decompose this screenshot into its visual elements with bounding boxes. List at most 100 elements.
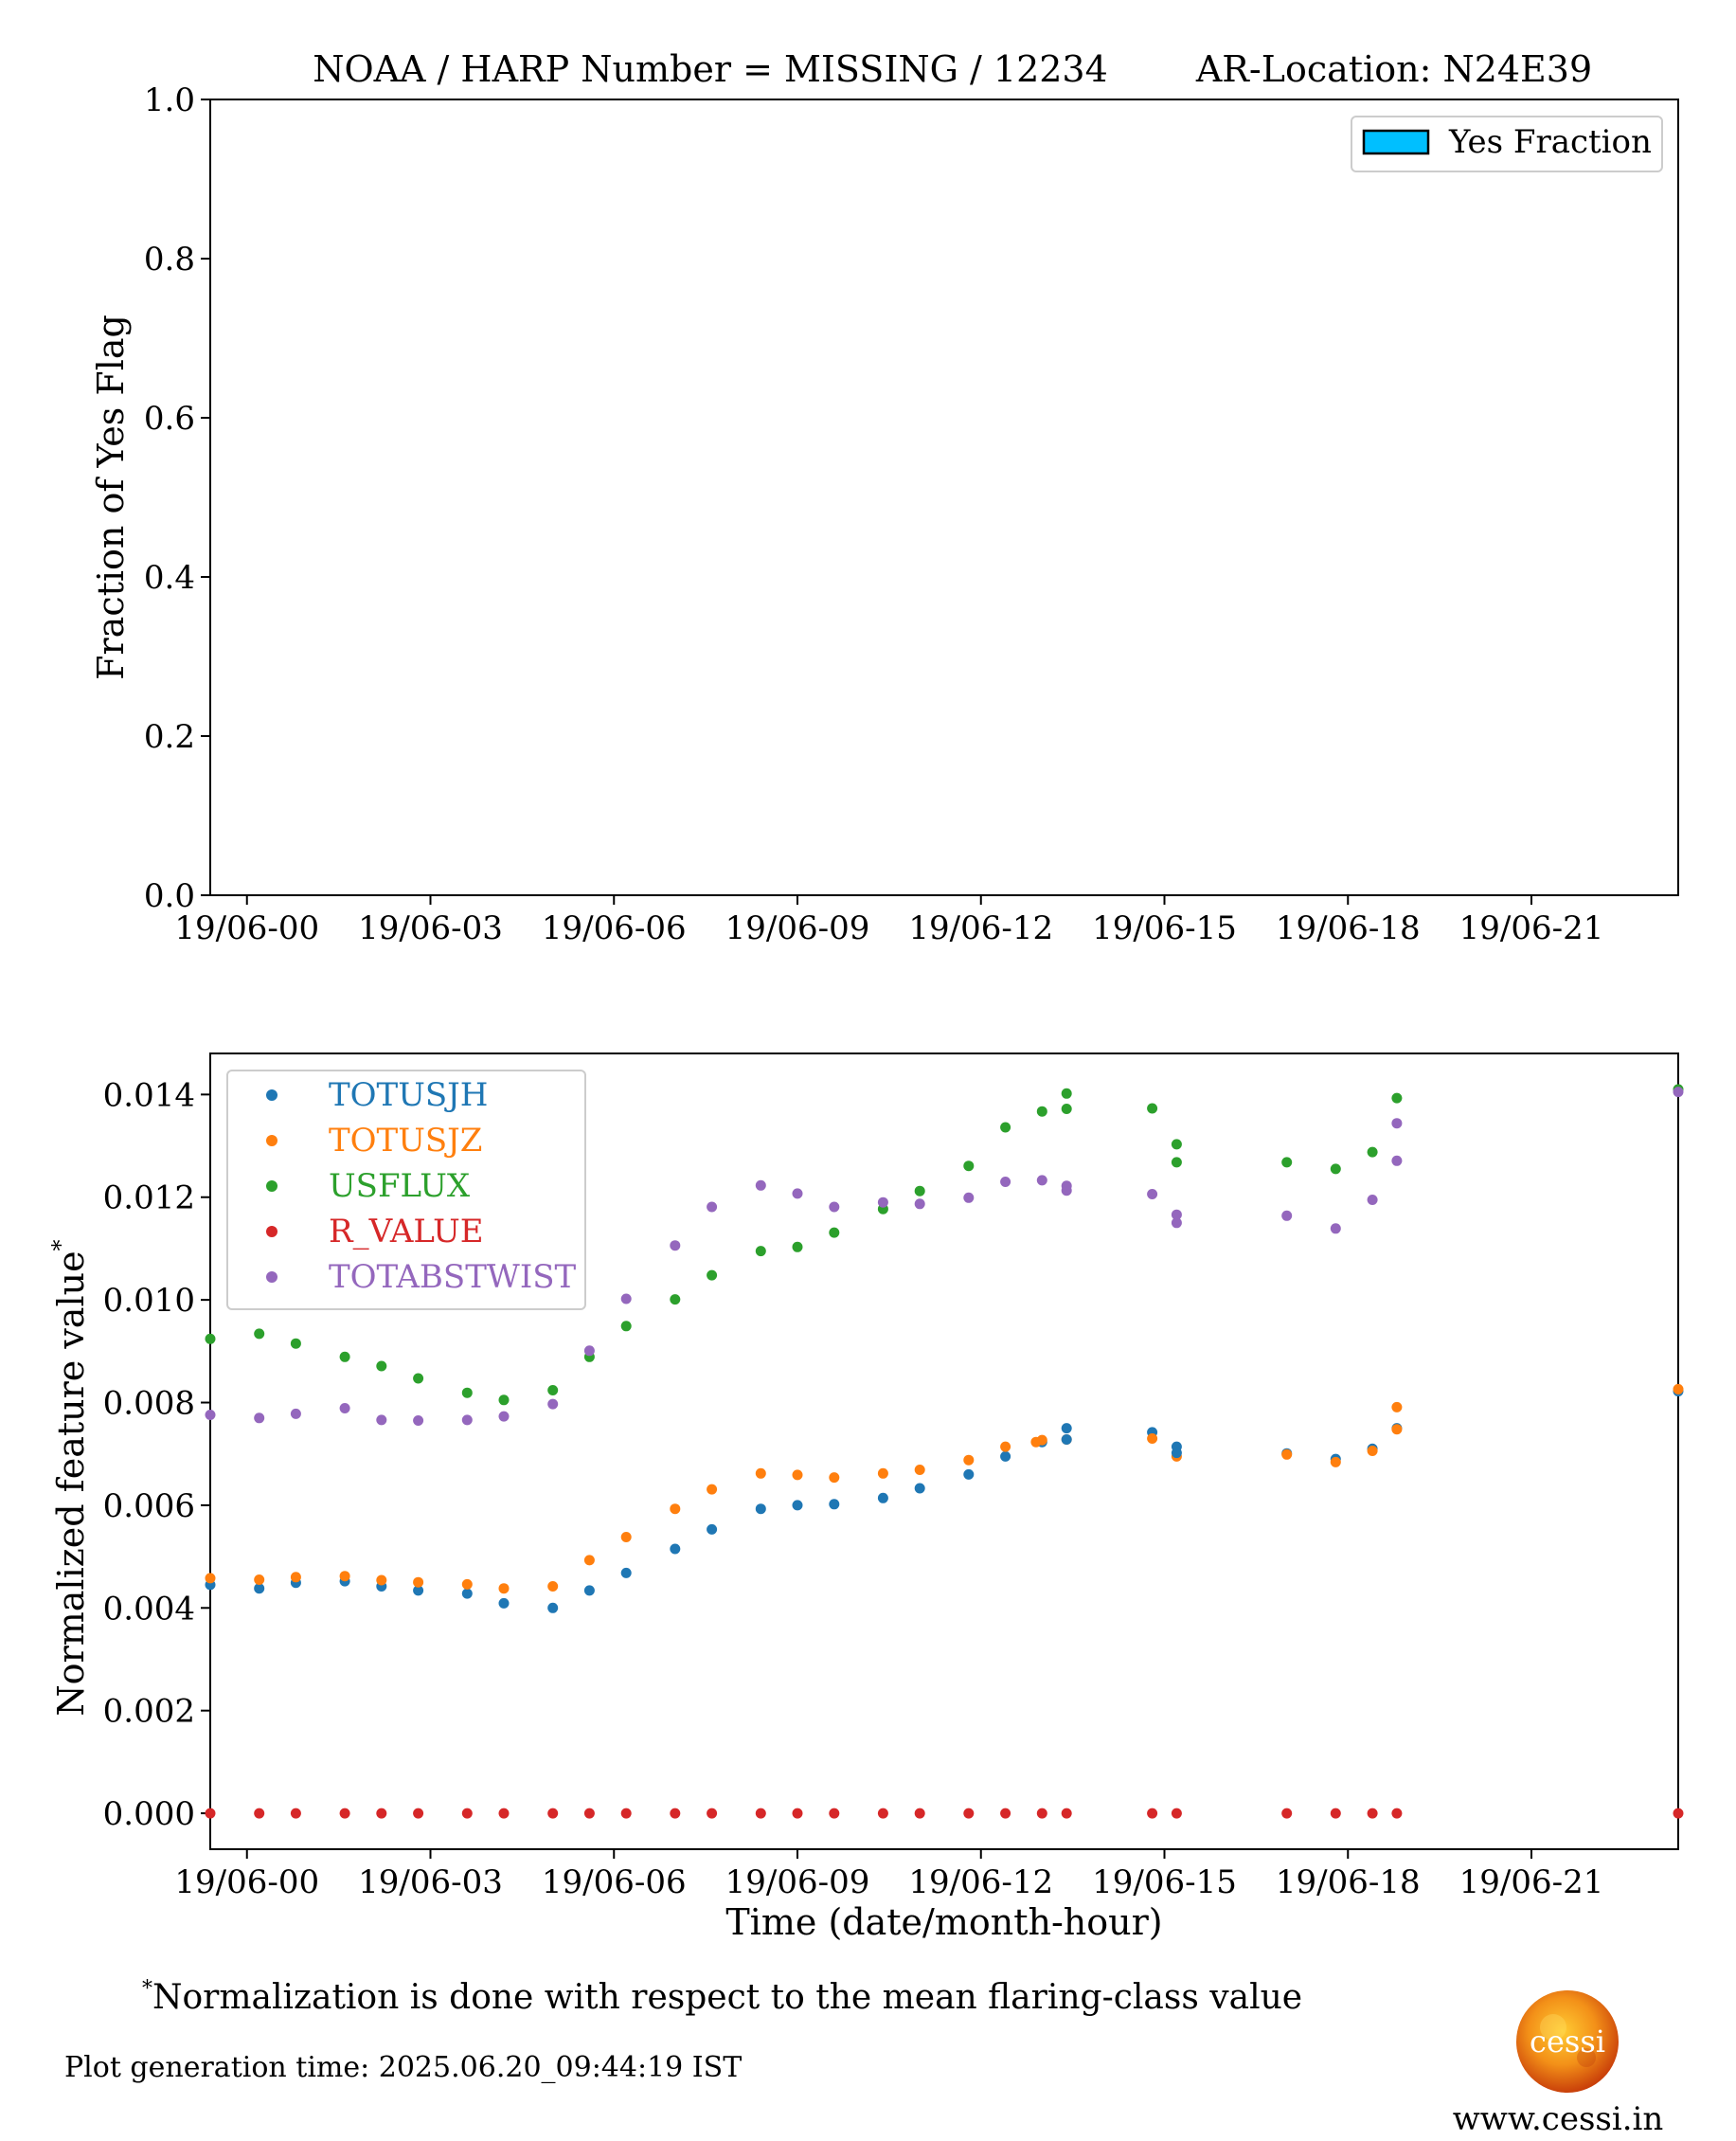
- r-value-point: [707, 1808, 718, 1819]
- totusjz-point: [829, 1472, 840, 1484]
- totusjz-point: [461, 1578, 473, 1590]
- usflux-point: [914, 1185, 925, 1196]
- top-panel: NOAA / HARP Number = MISSING / 12234 AR-…: [90, 48, 1679, 947]
- totusjz-point: [707, 1484, 718, 1495]
- top-plot-frame: [209, 99, 1679, 896]
- totabstwist-point: [620, 1293, 632, 1304]
- totusjz-point: [792, 1469, 803, 1481]
- totusjz-point: [290, 1572, 301, 1583]
- totusjz-point: [498, 1583, 510, 1594]
- bottom-legend-box: [226, 1070, 586, 1310]
- top-xtick-label: 19/06-21: [1459, 909, 1604, 947]
- bottom-ytick-label: 0.004: [103, 1590, 195, 1628]
- usflux-point: [1391, 1092, 1403, 1104]
- usflux-legend-marker: [266, 1180, 277, 1192]
- bottom-xtick-label: 19/06-06: [542, 1863, 687, 1901]
- totusjz-point: [376, 1574, 387, 1586]
- yes-fraction-legend-label: Yes Fraction: [1448, 123, 1652, 161]
- usflux-point: [413, 1373, 424, 1384]
- totusjh-point: [755, 1503, 766, 1515]
- totabstwist-point: [1036, 1175, 1047, 1186]
- bottom-xtick-label: 19/06-21: [1459, 1863, 1604, 1901]
- r-value-point: [254, 1808, 265, 1819]
- r-value-point: [1036, 1808, 1047, 1819]
- bottom-ytick-label: 0.014: [103, 1076, 195, 1114]
- bottom-xtick-label: 19/06-12: [908, 1863, 1053, 1901]
- totusjz-legend-marker: [266, 1135, 277, 1146]
- top-xtick-label: 19/06-09: [725, 909, 870, 947]
- totusjz-point: [963, 1454, 975, 1466]
- top-ytick-label: 0.2: [144, 718, 195, 756]
- totusjz-point: [1391, 1401, 1403, 1412]
- bottom-ytick-label: 0.008: [103, 1385, 195, 1423]
- usflux-point: [755, 1246, 766, 1257]
- totabstwist-point: [1171, 1209, 1182, 1220]
- r-value-point: [755, 1808, 766, 1819]
- totusjh-point: [413, 1585, 424, 1596]
- footnote: *Normalization is done with respect to t…: [142, 1977, 1302, 2017]
- cessi-logo: cessi: [1516, 1990, 1619, 2093]
- usflux-point: [1061, 1088, 1072, 1099]
- r-value-point: [413, 1808, 424, 1819]
- totusjh-point: [963, 1468, 975, 1480]
- totusjz-point: [1367, 1446, 1378, 1456]
- usflux-point: [376, 1360, 387, 1372]
- usflux-point: [670, 1294, 681, 1305]
- top-xtick-label: 19/06-12: [908, 909, 1053, 947]
- yes-fraction-swatch: [1362, 129, 1430, 155]
- totusjh-point: [1061, 1434, 1072, 1445]
- totusjh-point: [792, 1500, 803, 1511]
- r-value-point: [498, 1808, 510, 1819]
- totusjh-point: [254, 1583, 265, 1594]
- totusjh-point: [1000, 1450, 1011, 1462]
- r-value-legend-marker: [266, 1226, 277, 1237]
- bottom-ytick-label: 0.002: [103, 1693, 195, 1731]
- totusjz-point: [1391, 1424, 1403, 1435]
- bottom-xtick-label: 19/06-00: [174, 1863, 319, 1901]
- r-value-point: [583, 1808, 595, 1819]
- r-value-point: [1061, 1808, 1072, 1819]
- totusjz-point: [1281, 1448, 1293, 1460]
- r-value-point: [205, 1808, 216, 1819]
- totusjh-point: [707, 1523, 718, 1535]
- r-value-point: [829, 1808, 840, 1819]
- r-value-point: [1281, 1808, 1293, 1819]
- top-y-axis: 0.0 0.2 0.4 0.6 0.8 1.0: [144, 81, 210, 915]
- totabstwist-point: [413, 1415, 424, 1426]
- bottom-ytick-label: 0.000: [103, 1795, 195, 1833]
- r-value-point: [1000, 1808, 1011, 1819]
- bottom-x-axis: 19/06-00 19/06-03 19/06-06 19/06-09 19/06-12…: [174, 1849, 1603, 1901]
- r-value-point: [461, 1808, 473, 1819]
- totusjh-point: [1061, 1423, 1072, 1434]
- totusjz-legend-label: TOTUSJZ: [329, 1122, 482, 1160]
- totabstwist-point: [792, 1188, 803, 1199]
- totusjz-point: [755, 1467, 766, 1479]
- totabstwist-point: [1171, 1217, 1182, 1229]
- totabstwist-point: [1000, 1177, 1011, 1187]
- bottom-ytick-label: 0.006: [103, 1487, 195, 1525]
- r-value-point: [547, 1808, 559, 1819]
- bottom-plot-frame: [209, 1053, 1679, 1850]
- top-ytick-label: 0.0: [144, 877, 195, 915]
- totabstwist-point: [583, 1345, 595, 1357]
- totabstwist-point: [829, 1201, 840, 1213]
- r-value-point: [1367, 1808, 1378, 1819]
- bottom-panel: 0.000 0.002 0.004 0.006 0.008 0.010 0.012 0.014…: [47, 1053, 1684, 1943]
- top-ytick-label: 0.4: [144, 559, 195, 597]
- bottom-xlabel: Time (date/month-hour): [725, 1901, 1162, 1943]
- top-ytick-label: 1.0: [144, 81, 195, 119]
- totabstwist-point: [963, 1192, 975, 1203]
- totusjh-point: [1171, 1448, 1182, 1459]
- totabstwist-point: [1330, 1223, 1341, 1234]
- plot-generation-time: Plot generation time: 2025.06.20_09:44:1…: [64, 2051, 742, 2084]
- totusjh-point: [583, 1585, 595, 1596]
- totabstwist-point: [1147, 1189, 1158, 1199]
- totabstwist-point: [670, 1240, 681, 1251]
- totusjh-point: [877, 1492, 888, 1503]
- r-value-point: [1147, 1808, 1158, 1819]
- totabstwist-point: [290, 1408, 301, 1419]
- usflux-point: [620, 1321, 632, 1332]
- totusjh-point: [461, 1588, 473, 1599]
- totusjz-point: [1000, 1441, 1011, 1452]
- usflux-point: [339, 1351, 350, 1362]
